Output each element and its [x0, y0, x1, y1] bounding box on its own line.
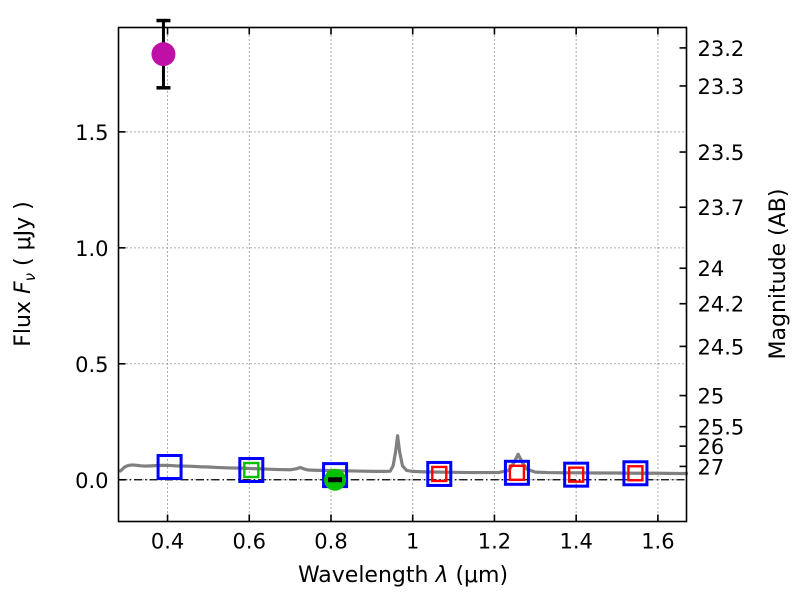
y-tick-label-left: 1.5: [75, 121, 108, 145]
y-axis-ticks-left: [118, 131, 126, 481]
y-tick-label-left: 0.0: [75, 469, 108, 493]
y-title-subscript: ν: [21, 273, 39, 281]
x-tick-label: 1.4: [559, 530, 592, 554]
marker-square-blue: [426, 460, 453, 487]
marker-square-blue: [563, 461, 590, 488]
y-title-symbol: F: [11, 281, 36, 294]
model-spectrum-line: [118, 434, 689, 476]
x-title-unit: (μm): [448, 563, 508, 588]
marker-square-red: [567, 466, 585, 483]
y-tick-label-right: 23.2: [698, 37, 745, 61]
x-tick-label: 0.4: [151, 530, 184, 554]
y-tick-label-right: 24.2: [698, 293, 745, 317]
y-axis-title: Flux Fν ( μJy ): [11, 201, 39, 346]
x-title-symbol: λ: [434, 563, 448, 588]
y-tick-label-right: 25: [698, 385, 725, 409]
x-title-word: Wavelength: [298, 563, 436, 588]
y-tick-label-left: 0.5: [75, 353, 108, 377]
y-tick-label-right: 24.5: [698, 335, 745, 359]
marker-square-red: [431, 465, 448, 483]
y-tick-label-right: 24: [698, 257, 725, 281]
marker-square-red: [508, 464, 526, 481]
marker-square-blue: [156, 453, 183, 480]
y-axis-tick-labels-left: 0.0 0.5 1.0 1.5: [75, 121, 108, 493]
y-tick-label-right: 23.7: [698, 196, 745, 220]
data-point-markers: [151, 18, 649, 491]
marker-square-blue: [503, 459, 530, 486]
x-axis-title: Wavelength λ (μm): [298, 563, 508, 588]
marker-square-red: [627, 465, 644, 482]
y-tick-label-right: 23.3: [698, 75, 745, 99]
y-axis-ticks-right: [679, 47, 687, 468]
plot-frame: [117, 26, 688, 523]
x-tick-label: 1: [406, 530, 419, 554]
x-axis-tick-labels: 0.4 0.6 0.8 1 1.2 1.4 1.6: [151, 530, 675, 554]
x-tick-label: 1.6: [641, 530, 674, 554]
x-tick-label: 0.8: [314, 530, 347, 554]
marker-square-green: [243, 461, 260, 479]
x-tick-label: 1.2: [478, 530, 511, 554]
y-title-word: Flux: [11, 294, 36, 347]
y-tick-label-left: 1.0: [75, 237, 108, 261]
marker-circle-magenta: [151, 42, 176, 67]
y-axis-title-right: Magnitude (AB): [766, 189, 791, 360]
y-tick-label-right: 26: [698, 435, 725, 459]
y-title-unit: ( μJy ): [11, 201, 36, 273]
y-tick-label-right: 23.5: [698, 141, 745, 165]
y-tick-label-right: 27: [698, 455, 725, 479]
spectrum-polyline: [118, 434, 689, 476]
y-tick-label-right: 25.5: [698, 416, 745, 440]
marker-square-blue: [238, 457, 265, 484]
x-tick-label: 0.6: [233, 530, 266, 554]
marker-square-blue: [622, 460, 649, 487]
x-axis-ticks: [166, 27, 659, 522]
